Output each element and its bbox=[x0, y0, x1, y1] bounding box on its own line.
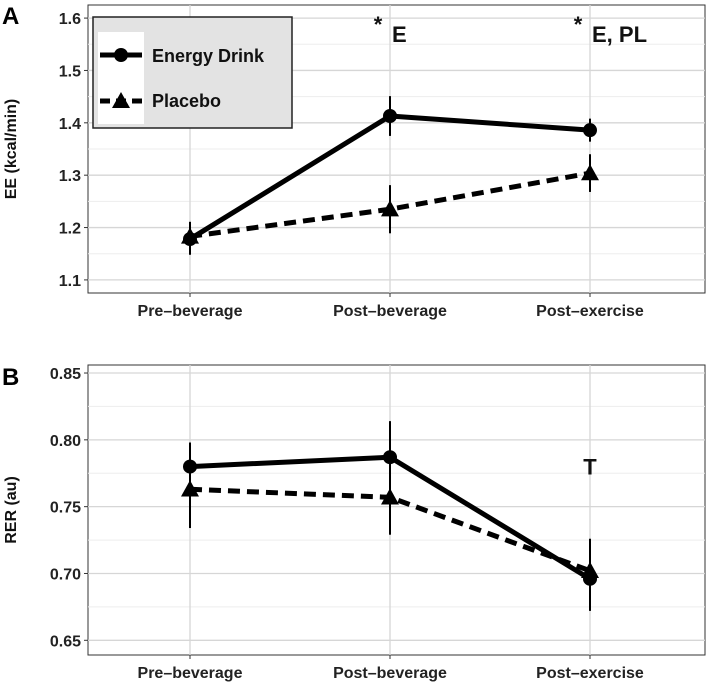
panel-b-frame bbox=[87, 364, 706, 656]
data-point-energy-drink bbox=[383, 450, 397, 465]
x-tick-label: Post–beverage bbox=[333, 665, 447, 682]
y-tick-label: 1.5 bbox=[59, 63, 81, 80]
y-tick-label: 1.6 bbox=[59, 11, 81, 28]
x-tick-label: Post–exercise bbox=[536, 303, 644, 320]
panel-a-x-ticks: Pre–beverage Post–beverage Post–exercise bbox=[138, 293, 644, 320]
data-point-placebo bbox=[381, 488, 399, 505]
panel-b-x-ticks: Pre–beverage Post–beverage Post–exercise bbox=[138, 655, 644, 682]
panel-b-letter: B bbox=[2, 364, 19, 391]
x-tick-label: Pre–beverage bbox=[138, 303, 243, 320]
significance-star: * bbox=[574, 12, 583, 37]
y-tick-label: 1.4 bbox=[59, 116, 81, 133]
y-tick-label: 0.85 bbox=[50, 366, 81, 383]
x-tick-label: Post–exercise bbox=[536, 665, 644, 682]
significance-label: E, PL bbox=[592, 22, 647, 47]
y-tick-label: 0.65 bbox=[50, 633, 81, 650]
data-point-placebo bbox=[581, 164, 599, 181]
y-tick-label: 1.1 bbox=[59, 273, 81, 290]
y-tick-label: 0.70 bbox=[50, 566, 81, 583]
data-point-placebo bbox=[181, 227, 199, 244]
panel-b-series bbox=[181, 421, 599, 611]
data-point-energy-drink bbox=[183, 459, 197, 474]
significance-star: * bbox=[374, 12, 383, 37]
panel-b: T 0.65 0.70 0.75 0.80 0.85 Pre–beverage Post–… bbox=[2, 364, 706, 682]
x-tick-label: Post–beverage bbox=[333, 303, 447, 320]
legend-label-energy-drink: Energy Drink bbox=[152, 46, 265, 66]
panel-a-y-axis-label: EE (kcal/min) bbox=[3, 99, 20, 199]
y-tick-label: 1.3 bbox=[59, 168, 81, 185]
significance-label: T bbox=[583, 455, 597, 480]
data-point-placebo bbox=[181, 480, 199, 497]
panel-a-annotations: * E * E, PL bbox=[374, 12, 647, 47]
data-point-placebo bbox=[581, 561, 599, 579]
x-tick-label: Pre–beverage bbox=[138, 665, 243, 682]
panel-a: * E * E, PL 1.1 1.2 1.3 1.4 1.5 1.6 Pre–beverage… bbox=[2, 3, 706, 320]
panel-a-series bbox=[181, 96, 599, 255]
data-point-energy-drink bbox=[583, 123, 597, 138]
data-point-placebo bbox=[381, 200, 399, 217]
significance-label: E bbox=[392, 22, 407, 47]
y-tick-label: 1.2 bbox=[59, 221, 81, 238]
legend-marker-energy-drink bbox=[114, 48, 128, 62]
legend-label-placebo: Placebo bbox=[152, 91, 221, 111]
panel-a-letter: A bbox=[2, 3, 19, 30]
panel-b-annotations: T bbox=[583, 455, 597, 480]
panel-b-y-ticks: 0.65 0.70 0.75 0.80 0.85 bbox=[50, 366, 88, 650]
y-tick-label: 0.75 bbox=[50, 500, 81, 517]
y-tick-label: 0.80 bbox=[50, 433, 81, 450]
panel-b-y-axis-label: RER (au) bbox=[3, 476, 20, 544]
legend-marker-placebo bbox=[112, 92, 130, 108]
legend: Energy Drink Placebo bbox=[92, 16, 293, 129]
data-point-energy-drink bbox=[383, 109, 397, 124]
panel-a-y-ticks: 1.1 1.2 1.3 1.4 1.5 1.6 bbox=[59, 11, 88, 290]
